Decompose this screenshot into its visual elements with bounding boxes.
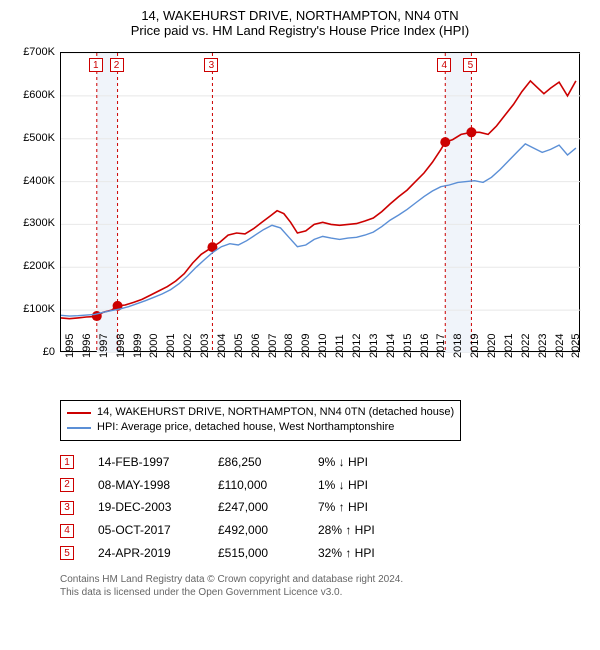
x-tick-label: 2025	[570, 334, 582, 358]
footer: Contains HM Land Registry data © Crown c…	[60, 573, 590, 599]
x-tick-label: 2023	[537, 334, 549, 358]
x-tick-label: 2016	[419, 334, 431, 358]
legend-item: HPI: Average price, detached house, West…	[67, 420, 454, 435]
sales-row: 5 24-APR-2019£515,00032% ↑ HPI	[60, 542, 590, 565]
sales-row: 1 14-FEB-1997£86,2509% ↓ HPI	[60, 451, 590, 474]
footer-line-1: Contains HM Land Registry data © Crown c…	[60, 573, 590, 586]
sales-marker-2: 2	[60, 478, 74, 492]
title-sub: Price paid vs. HM Land Registry's House …	[10, 23, 590, 38]
plot-area	[60, 52, 580, 352]
chart-zone: £0 £100K £200K £300K £400K £500K £600K £700K 19…	[10, 44, 590, 394]
sales-marker-5: 5	[60, 546, 74, 560]
x-tick-label: 1997	[98, 334, 110, 358]
x-tick-label: 2008	[283, 334, 295, 358]
y-tick-label: £300K	[10, 217, 55, 229]
y-tick-label: £600K	[10, 89, 55, 101]
x-tick-label: 2011	[334, 334, 346, 358]
x-tick-label: 2018	[452, 334, 464, 358]
legend-swatch	[67, 427, 91, 429]
sale-marker-2: 2	[110, 58, 124, 72]
x-tick-label: 1998	[115, 334, 127, 358]
x-tick-label: 2019	[469, 334, 481, 358]
title-main: 14, WAKEHURST DRIVE, NORTHAMPTON, NN4 0T…	[10, 8, 590, 23]
sales-price: £515,000	[218, 542, 318, 565]
footer-line-2: This data is licensed under the Open Gov…	[60, 586, 590, 599]
x-tick-label: 2009	[300, 334, 312, 358]
sales-table: 114-FEB-1997£86,2509% ↓ HPI208-MAY-1998£…	[60, 451, 590, 565]
y-tick-label: £200K	[10, 260, 55, 272]
sale-marker-5: 5	[463, 58, 477, 72]
sales-delta: 32% ↑ HPI	[318, 542, 428, 565]
sales-marker-1: 1	[60, 455, 74, 469]
sales-row: 2 08-MAY-1998£110,0001% ↓ HPI	[60, 474, 590, 497]
x-tick-label: 2017	[435, 334, 447, 358]
x-tick-label: 2024	[554, 334, 566, 358]
x-tick-label: 2007	[267, 334, 279, 358]
x-tick-label: 2004	[216, 334, 228, 358]
sale-marker-3: 3	[204, 58, 218, 72]
x-tick-label: 1995	[64, 334, 76, 358]
sales-date: 19-DEC-2003	[98, 496, 218, 519]
legend-item: 14, WAKEHURST DRIVE, NORTHAMPTON, NN4 0T…	[67, 405, 454, 420]
sales-delta: 1% ↓ HPI	[318, 474, 428, 497]
sales-marker-3: 3	[60, 501, 74, 515]
legend-label: 14, WAKEHURST DRIVE, NORTHAMPTON, NN4 0T…	[97, 405, 454, 420]
x-tick-label: 2022	[520, 334, 532, 358]
legend-label: HPI: Average price, detached house, West…	[97, 420, 394, 435]
sales-row: 4 05-OCT-2017£492,00028% ↑ HPI	[60, 519, 590, 542]
sale-marker-1: 1	[89, 58, 103, 72]
x-tick-label: 2021	[503, 334, 515, 358]
x-tick-label: 2014	[385, 334, 397, 358]
sale-marker-4: 4	[437, 58, 451, 72]
legend: 14, WAKEHURST DRIVE, NORTHAMPTON, NN4 0T…	[60, 400, 461, 441]
x-tick-label: 2001	[165, 334, 177, 358]
x-tick-label: 1999	[132, 334, 144, 358]
y-tick-label: £700K	[10, 46, 55, 58]
x-tick-label: 2006	[250, 334, 262, 358]
sales-date: 24-APR-2019	[98, 542, 218, 565]
y-tick-label: £0	[10, 346, 55, 358]
y-tick-label: £400K	[10, 175, 55, 187]
x-tick-label: 2003	[199, 334, 211, 358]
legend-swatch	[67, 412, 91, 414]
sales-price: £110,000	[218, 474, 318, 497]
sales-date: 08-MAY-1998	[98, 474, 218, 497]
x-tick-label: 2005	[233, 334, 245, 358]
sales-delta: 9% ↓ HPI	[318, 451, 428, 474]
sales-price: £492,000	[218, 519, 318, 542]
x-tick-label: 2000	[148, 334, 160, 358]
sales-date: 14-FEB-1997	[98, 451, 218, 474]
sales-delta: 7% ↑ HPI	[318, 496, 428, 519]
x-tick-label: 2020	[486, 334, 498, 358]
sales-price: £247,000	[218, 496, 318, 519]
x-tick-label: 1996	[81, 334, 93, 358]
sales-price: £86,250	[218, 451, 318, 474]
chart-container: 14, WAKEHURST DRIVE, NORTHAMPTON, NN4 0T…	[0, 0, 600, 650]
x-tick-label: 2013	[368, 334, 380, 358]
x-tick-label: 2010	[317, 334, 329, 358]
x-tick-label: 2012	[351, 334, 363, 358]
x-tick-label: 2015	[402, 334, 414, 358]
sales-marker-4: 4	[60, 524, 74, 538]
sales-row: 3 19-DEC-2003£247,0007% ↑ HPI	[60, 496, 590, 519]
sales-date: 05-OCT-2017	[98, 519, 218, 542]
x-tick-label: 2002	[182, 334, 194, 358]
plot-svg	[61, 53, 581, 353]
y-tick-label: £100K	[10, 303, 55, 315]
sales-delta: 28% ↑ HPI	[318, 519, 428, 542]
title-block: 14, WAKEHURST DRIVE, NORTHAMPTON, NN4 0T…	[10, 8, 590, 38]
y-tick-label: £500K	[10, 132, 55, 144]
